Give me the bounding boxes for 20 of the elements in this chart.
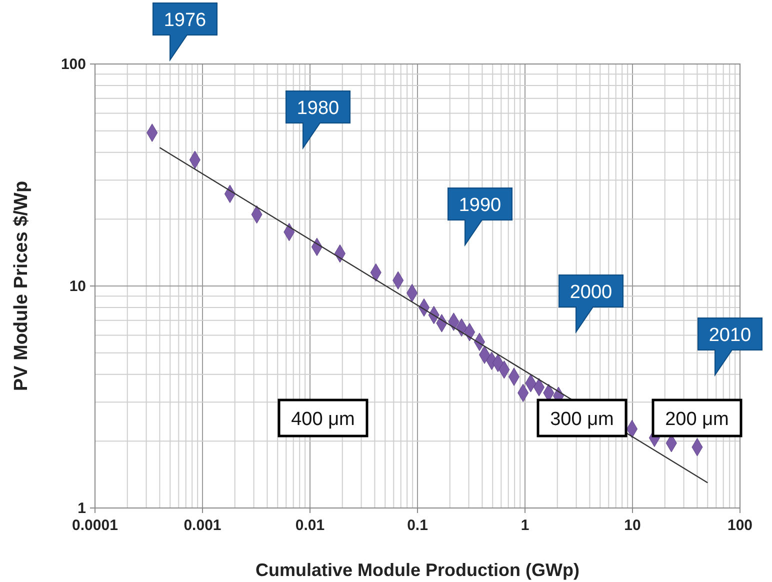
- annotation: 200 μm: [665, 409, 729, 430]
- x-tick-label: 0.1: [407, 517, 428, 534]
- x-axis-title: Cumulative Module Production (GWp): [256, 560, 580, 580]
- y-tick-label: 10: [69, 278, 86, 295]
- annotation: 300 μm: [550, 409, 614, 430]
- x-tick-label: 0.0001: [72, 517, 118, 534]
- x-tick-label: 1: [520, 517, 530, 534]
- annotation: 1990: [458, 195, 502, 216]
- text: 1976: [164, 10, 206, 31]
- x-tick-label: 0.001: [184, 517, 222, 534]
- annotation: 2010: [708, 325, 752, 346]
- x-tick-label: 100: [727, 517, 753, 534]
- y-tick-label: 1: [78, 500, 86, 517]
- annotation: 1980: [296, 98, 340, 119]
- annotation: 400 μm: [291, 409, 355, 430]
- y-axis-title: PV Module Prices $/Wp: [11, 180, 32, 392]
- x-tick-label: 0.01: [295, 517, 325, 534]
- x-tick-label: 10: [624, 517, 641, 534]
- y-tick-label: 100: [60, 56, 86, 73]
- annotation: 2000: [570, 282, 612, 303]
